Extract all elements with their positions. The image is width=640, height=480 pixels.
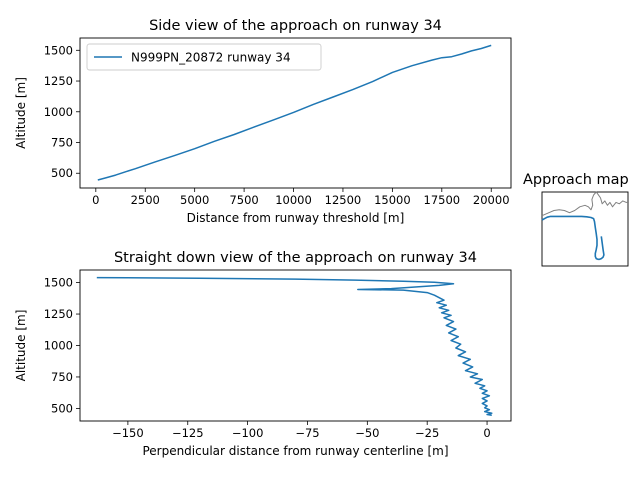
y-tick-label: 1250 — [44, 74, 73, 88]
x-tick-label: −25 — [415, 426, 439, 440]
x-tick-label: 5000 — [180, 193, 209, 207]
x-axis-label-2: Perpendicular distance from runway cente… — [142, 444, 448, 458]
y-tick-label: 750 — [51, 370, 73, 384]
x-axis-label-1: Distance from runway threshold [m] — [187, 211, 405, 225]
plot-area-2 — [79, 269, 512, 422]
x-tick-label: −75 — [295, 426, 319, 440]
map-terrain-outline — [541, 191, 628, 217]
x-tick-label: −50 — [355, 426, 379, 440]
y-axis-label-2: Altitude [m] — [14, 310, 28, 382]
y-tick-label: 1500 — [44, 276, 73, 290]
series-line-2-1 — [96, 276, 493, 417]
y-tick-label: 1000 — [44, 105, 73, 119]
legend-label: N999PN_20872 runway 34 — [131, 51, 291, 65]
y-axis-label-1: Altitude [m] — [14, 77, 28, 149]
x-tick-label: 20000 — [473, 193, 510, 207]
x-tick-label: −150 — [112, 426, 144, 440]
y-tick-label: 500 — [51, 401, 73, 415]
series-line-1-1 — [97, 44, 492, 181]
x-tick-label: 0 — [483, 426, 490, 440]
approach-map-title: Approach map — [523, 172, 629, 188]
chart-title-2: Straight down view of the approach on ru… — [114, 250, 477, 266]
legend-box — [86, 43, 322, 71]
y-tick-label: 1000 — [44, 339, 73, 353]
x-tick-label: 2500 — [131, 193, 160, 207]
map-approach-track — [541, 215, 605, 261]
y-tick-label: 1250 — [44, 307, 73, 321]
x-tick-label: 0 — [92, 193, 99, 207]
x-tick-label: 7500 — [229, 193, 258, 207]
x-tick-label: −125 — [172, 426, 204, 440]
x-tick-label: 10000 — [275, 193, 312, 207]
approach-map-frame — [541, 191, 629, 267]
y-tick-label: 750 — [51, 136, 73, 150]
x-tick-label: 17500 — [424, 193, 461, 207]
plot-area-1 — [79, 37, 512, 189]
x-tick-label: −100 — [232, 426, 264, 440]
y-tick-label: 1500 — [44, 43, 73, 57]
chart-title-1: Side view of the approach on runway 34 — [149, 18, 442, 34]
x-tick-label: 12500 — [325, 193, 362, 207]
y-tick-label: 500 — [51, 166, 73, 180]
x-tick-label: 15000 — [374, 193, 411, 207]
